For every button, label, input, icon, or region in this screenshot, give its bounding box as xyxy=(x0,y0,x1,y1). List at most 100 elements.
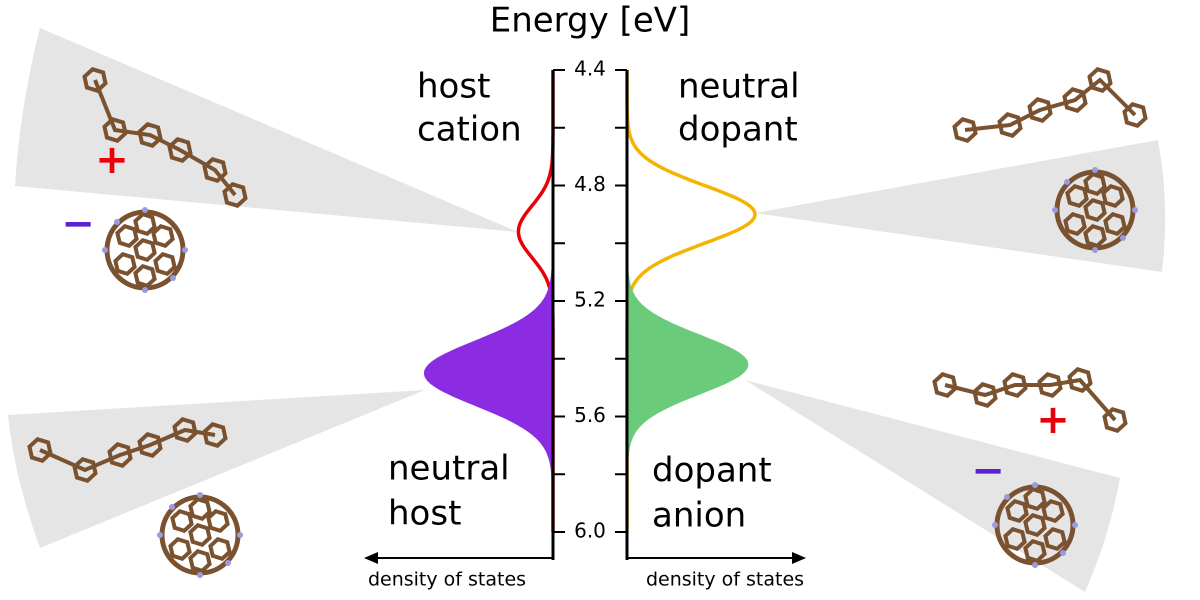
axis-label: density of states xyxy=(646,569,804,591)
molecule xyxy=(82,67,248,208)
ring xyxy=(1103,211,1127,237)
ring xyxy=(133,211,157,237)
ring xyxy=(188,522,212,548)
ring xyxy=(72,457,98,483)
ring xyxy=(151,223,175,249)
curve-label: neutral xyxy=(388,449,510,489)
charge-minus: − xyxy=(61,201,95,247)
atom xyxy=(182,247,188,253)
ring xyxy=(102,117,128,143)
wedge xyxy=(15,28,518,232)
ring xyxy=(82,67,108,93)
molecule xyxy=(952,67,1148,143)
ring xyxy=(137,432,163,458)
wedge xyxy=(745,380,1120,592)
ring xyxy=(1043,526,1067,552)
fullerene xyxy=(1052,167,1138,253)
ring xyxy=(1003,526,1027,552)
title: Energy [eV] xyxy=(490,1,691,41)
ring xyxy=(997,112,1023,138)
atom xyxy=(142,207,148,213)
ring xyxy=(1027,97,1053,123)
wedge xyxy=(8,390,425,548)
ring xyxy=(153,251,177,277)
curve-label: dopant xyxy=(678,110,798,150)
axis-label: density of states xyxy=(368,569,526,591)
atom xyxy=(992,522,998,528)
ring xyxy=(137,122,163,148)
fullerene xyxy=(157,492,243,578)
charge-plus: + xyxy=(95,137,129,183)
ring xyxy=(1041,498,1065,524)
ring xyxy=(1083,223,1107,249)
fullerene xyxy=(102,207,188,293)
ring xyxy=(115,223,139,249)
ring xyxy=(972,382,998,408)
atom xyxy=(102,247,108,253)
atom xyxy=(157,532,163,538)
ring xyxy=(1005,498,1029,524)
curve-label: host xyxy=(388,494,461,534)
ring xyxy=(1023,512,1047,538)
wedge xyxy=(755,140,1166,272)
atom xyxy=(1092,167,1098,173)
ring xyxy=(1101,183,1125,209)
ring xyxy=(1023,486,1047,512)
ring xyxy=(1083,197,1107,223)
ring xyxy=(206,508,230,534)
atom xyxy=(1060,550,1066,556)
ring xyxy=(168,536,192,562)
ring xyxy=(1023,538,1047,564)
curve-label: anion xyxy=(652,496,746,536)
atom xyxy=(1092,247,1098,253)
ring xyxy=(222,182,248,208)
tick-label: 4.8 xyxy=(574,172,606,196)
molecule xyxy=(932,367,1128,433)
ring xyxy=(1063,211,1087,237)
charge-plus: + xyxy=(1036,397,1070,443)
decoration xyxy=(8,28,1166,592)
tick-label: 5.2 xyxy=(574,288,606,312)
ring xyxy=(208,536,232,562)
charge-minus: − xyxy=(971,448,1005,494)
ring xyxy=(1065,183,1089,209)
ring xyxy=(202,422,228,448)
fullerene xyxy=(992,482,1078,568)
ring xyxy=(188,496,212,522)
atom xyxy=(114,219,120,225)
atom xyxy=(1120,235,1126,241)
atom xyxy=(1032,482,1038,488)
atom xyxy=(1064,179,1070,185)
ring xyxy=(1122,102,1148,128)
ring xyxy=(133,263,157,289)
tick-label: 4.4 xyxy=(574,57,606,81)
atom xyxy=(1032,562,1038,568)
atom xyxy=(237,532,243,538)
atom xyxy=(170,275,176,281)
tick-label: 5.6 xyxy=(574,403,606,427)
atom xyxy=(1052,207,1058,213)
ring xyxy=(172,417,198,443)
curve-label: host xyxy=(417,67,490,107)
curve-label: cation xyxy=(417,110,522,150)
atom xyxy=(225,560,231,566)
ring xyxy=(1002,372,1028,398)
ring xyxy=(202,157,228,183)
curve-label: neutral xyxy=(678,67,800,107)
atom xyxy=(1132,207,1138,213)
arrowhead xyxy=(364,552,378,564)
ring xyxy=(1087,67,1113,93)
ring xyxy=(1083,171,1107,197)
tick-label: 6.0 xyxy=(574,519,606,543)
ring xyxy=(27,437,53,463)
ring xyxy=(107,442,133,468)
ring xyxy=(167,137,193,163)
ring xyxy=(1067,367,1093,393)
ring xyxy=(133,237,157,263)
molecule xyxy=(27,417,228,483)
ring xyxy=(170,508,194,534)
ring xyxy=(932,372,958,398)
arrowhead xyxy=(792,552,806,564)
ring xyxy=(188,548,212,574)
